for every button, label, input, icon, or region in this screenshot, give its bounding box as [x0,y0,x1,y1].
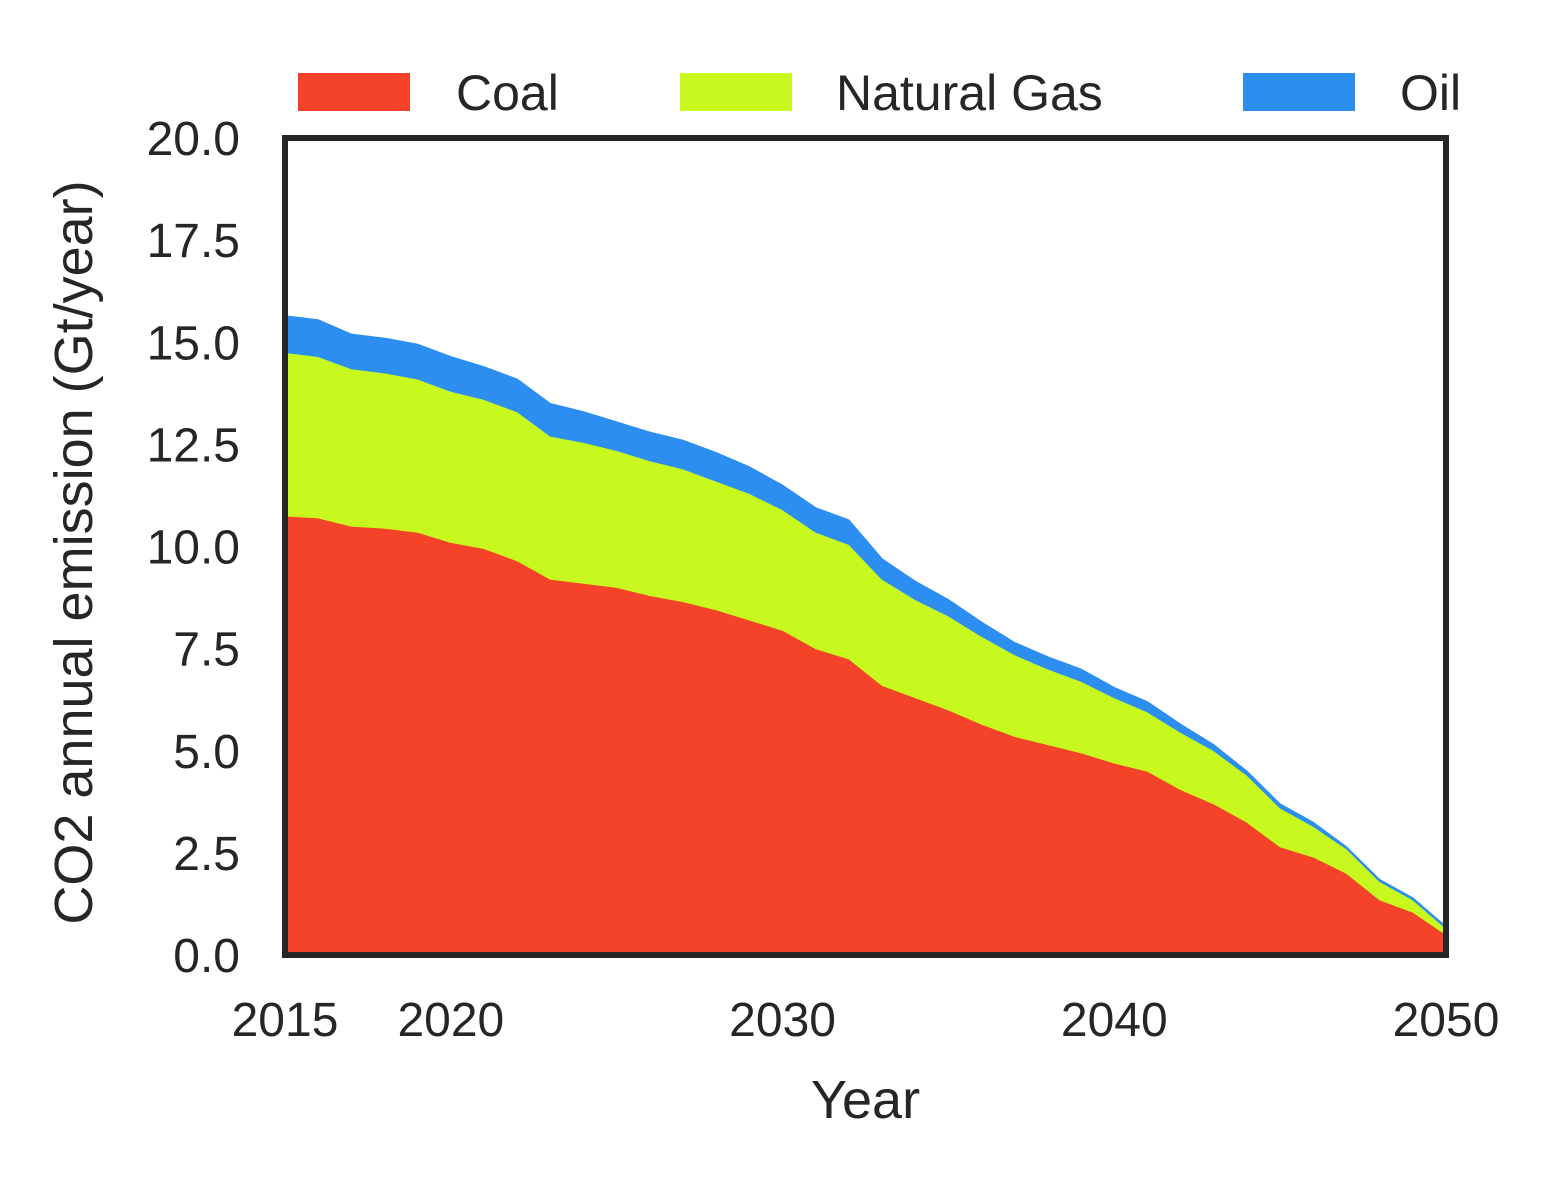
x-tick-label: 2050 [1393,994,1500,1047]
y-axis-ticks: 0.0 2.5 5.0 7.5 10.0 12.5 15.0 17.5 20.0 [147,113,240,983]
y-tick-label: 15.0 [147,317,240,370]
legend: Coal Natural Gas Oil [298,65,1461,121]
y-tick-label: 10.0 [147,522,240,575]
y-tick-label: 7.5 [173,624,240,677]
x-axis-ticks: 2015 2020 2030 2040 2050 [232,994,1500,1047]
legend-swatch-natural-gas [680,73,792,111]
legend-swatch-coal [298,73,410,111]
legend-label-natural-gas: Natural Gas [836,65,1103,121]
y-tick-label: 2.5 [173,828,240,881]
y-tick-label: 12.5 [147,419,240,472]
x-axis-label: Year [811,1070,920,1130]
legend-swatch-oil [1243,73,1355,111]
x-tick-label: 2040 [1061,994,1168,1047]
legend-label-coal: Coal [456,65,559,121]
y-tick-label: 5.0 [173,726,240,779]
y-tick-label: 20.0 [147,113,240,166]
y-tick-label: 0.0 [173,930,240,983]
y-axis-label: CO2 annual emission (Gt/year) [44,180,104,924]
y-tick-label: 17.5 [147,215,240,268]
x-tick-label: 2020 [397,994,504,1047]
x-tick-label: 2030 [729,994,836,1047]
legend-label-oil: Oil [1400,65,1461,121]
x-tick-label: 2015 [232,994,339,1047]
plot-frame [282,135,1449,958]
